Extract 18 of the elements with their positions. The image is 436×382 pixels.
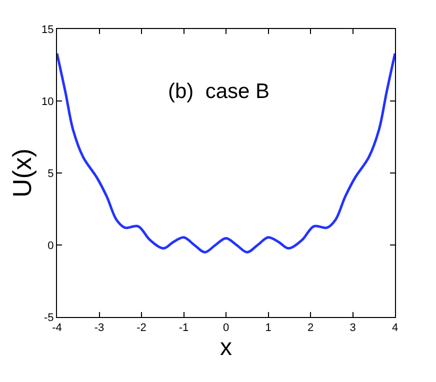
- x-tick-label: 1: [265, 322, 272, 334]
- x-tick-label: 2: [307, 322, 314, 334]
- x-tick-label: -4: [52, 322, 62, 334]
- y-tick-label: 15: [42, 24, 54, 36]
- y-tick-label: 10: [42, 96, 54, 108]
- x-tick-label: 3: [350, 322, 356, 334]
- annotation: (b) case B: [168, 80, 270, 103]
- x-tick-label: 4: [392, 322, 398, 334]
- y-tick-label: 0: [48, 240, 54, 252]
- x-tick-label: -1: [178, 322, 189, 334]
- x-tick-label: -3: [94, 322, 104, 334]
- x-tick-label: -2: [136, 322, 146, 334]
- x-tick-label: 0: [222, 322, 230, 334]
- y-tick-label: -5: [44, 312, 54, 324]
- y-tick-label: 5: [48, 168, 54, 180]
- y-axis-title: U(x): [6, 148, 37, 198]
- x-axis-title: x: [220, 334, 232, 362]
- line-series: [57, 52, 395, 254]
